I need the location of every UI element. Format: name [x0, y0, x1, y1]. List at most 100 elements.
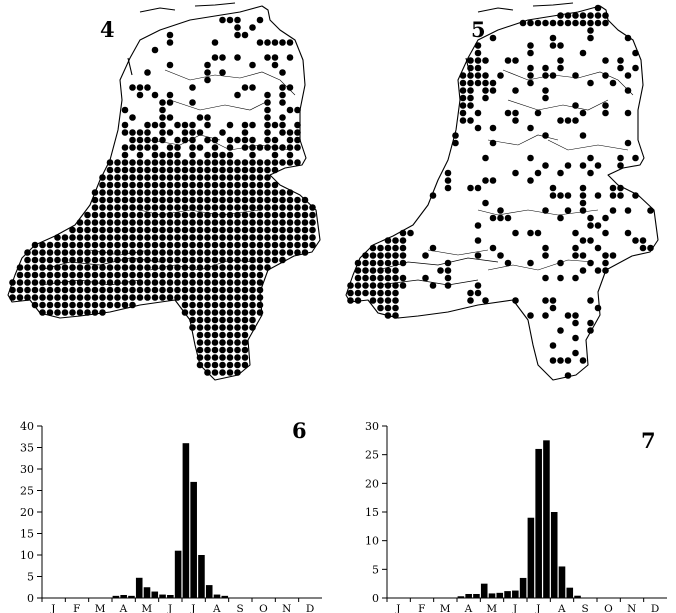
map-5-occurrence-dot	[542, 72, 549, 79]
map-5-occurrence-dot	[482, 94, 489, 102]
netherlands-outline-5	[345, 2, 659, 381]
map-4-occurrence-dot	[181, 294, 189, 301]
map-5-occurrence-dot	[392, 274, 399, 282]
map-5-occurrence-dot	[602, 12, 609, 19]
map-5-occurrence-dot	[527, 79, 534, 87]
map-4-occurrence-dot	[166, 286, 174, 294]
map-5-occurrence-dot	[354, 289, 362, 297]
map-4-occurrence-dot	[256, 279, 264, 286]
map-4-occurrence-dot	[286, 249, 294, 256]
map-4-occurrence-dot	[249, 166, 256, 174]
chart-6-y-tick-label: 35	[20, 442, 34, 455]
map-5-occurrence-dot	[384, 289, 392, 297]
map-5-occurrence-dot	[527, 42, 534, 49]
map-4-occurrence-dot	[264, 181, 271, 189]
map-5-occurrence-dot	[399, 237, 407, 244]
map-4-occurrence-dot	[76, 286, 84, 294]
map-4-occurrence-dot	[181, 174, 189, 181]
chart-7-month-label: J	[395, 603, 401, 613]
map-4-occurrence-dot	[196, 196, 204, 204]
map-4-occurrence-dot	[234, 16, 241, 24]
map-4-occurrence-dot	[204, 189, 211, 196]
map-4-occurrence-dot	[256, 234, 264, 241]
map-4-occurrence-dot	[76, 279, 84, 286]
map-4-occurrence-dot	[76, 301, 84, 309]
map-4-occurrence-dot	[264, 249, 271, 256]
map-4-occurrence-dot	[226, 16, 234, 24]
map-4-occurrence-dot	[226, 181, 234, 189]
map-4-occurrence-dot	[226, 324, 234, 331]
map-4-occurrence-dot	[249, 294, 256, 301]
map-4-occurrence-dot	[84, 226, 91, 234]
map-5-occurrence-dot	[557, 327, 564, 334]
map-4-occurrence-dot	[286, 151, 294, 159]
map-5-occurrence-dot	[632, 64, 639, 72]
map-4-occurrence-dot	[99, 294, 106, 301]
map-5-occurrence-dot	[474, 124, 482, 132]
map-4-occurrence-dot	[114, 166, 121, 174]
map-4-occurrence-dot	[219, 309, 226, 316]
chart-6-bar	[120, 594, 127, 598]
map-4-occurrence-dot	[271, 256, 279, 264]
map-5-occurrence-dot	[602, 252, 609, 259]
map-5-occurrence-dot	[572, 349, 579, 357]
map-4-occurrence-dot	[189, 256, 196, 264]
map-4-occurrence-dot	[31, 294, 39, 301]
map-4-occurrence-dot	[226, 309, 234, 316]
map-4-occurrence-dot	[31, 264, 39, 271]
map-4-occurrence-dot	[129, 166, 136, 174]
map-5-occurrence-dot	[609, 184, 617, 192]
map-4-occurrence-dot	[166, 196, 174, 204]
map-4-occurrence-dot	[39, 309, 46, 316]
map-4-occurrence-dot	[121, 196, 129, 204]
map-4-occurrence-dot	[286, 39, 294, 46]
chart-7-axes: 0 5 10 15 20 25 30 J F M A M J J A S O N D	[365, 420, 667, 613]
map-4-occurrence-dot	[181, 249, 189, 256]
map-4-occurrence-dot	[249, 226, 256, 234]
map-4-occurrence-dot	[136, 159, 144, 166]
chart-7-bar	[543, 440, 550, 598]
map-4-occurrence-dot	[264, 39, 271, 46]
map-4-occurrence-dot	[189, 196, 196, 204]
map-4-occurrence-dot	[76, 294, 84, 301]
map-5-occurrence-dot	[632, 154, 639, 162]
map-4-occurrence-dot	[234, 196, 241, 204]
chart-6-y-tick-label: 20	[20, 506, 34, 519]
map-4-occurrence-dot	[114, 286, 121, 294]
map-4-occurrence-dot	[91, 279, 99, 286]
map-4-occurrence-dot	[256, 301, 264, 309]
map-4-occurrence-dot	[271, 196, 279, 204]
map-4-occurrence-dot	[234, 204, 241, 211]
map-4-occurrence-dot	[151, 159, 159, 166]
map-4-occurrence-dot	[106, 204, 114, 211]
map-4-occurrence-dot	[211, 286, 219, 294]
map-4-occurrence-dot	[204, 234, 211, 241]
map-5-occurrence-dot	[459, 72, 467, 79]
map-5-occurrence-dot	[564, 162, 572, 169]
map-4-occurrence-dot	[129, 174, 136, 181]
map-5-occurrence-dot	[572, 244, 579, 252]
chart-7-bar	[465, 593, 472, 598]
map-4-occurrence-dot	[144, 204, 151, 211]
map-4-occurrence-dot	[264, 234, 271, 241]
map-4-occurrence-dot	[271, 189, 279, 196]
map-4-occurrence-dot	[106, 271, 114, 279]
map-4-occurrence-dot	[106, 159, 114, 166]
map-4-occurrence-dot	[16, 286, 24, 294]
map-4-occurrence-dot	[129, 301, 136, 309]
map-4-occurrence-dot	[241, 361, 249, 369]
map-4-occurrence-dot	[234, 346, 241, 354]
map-4-occurrence-dot	[294, 204, 301, 211]
map-4-occurrence-dot	[249, 189, 256, 196]
map-4-occurrence-dot	[129, 196, 136, 204]
map-4-occurrence-dot	[226, 219, 234, 226]
map-4-occurrence-dot	[174, 121, 181, 129]
map-4-occurrence-dot	[136, 204, 144, 211]
chart-7-bar	[473, 593, 480, 598]
map-4-occurrence-dot	[219, 264, 226, 271]
map-5-occurrence-dot	[377, 252, 384, 259]
map-5-occurrence-dot	[579, 192, 587, 199]
map-4-occurrence-dot	[174, 136, 181, 144]
map-4-occurrence-dot	[166, 271, 174, 279]
map-4-occurrence-dot	[174, 294, 181, 301]
